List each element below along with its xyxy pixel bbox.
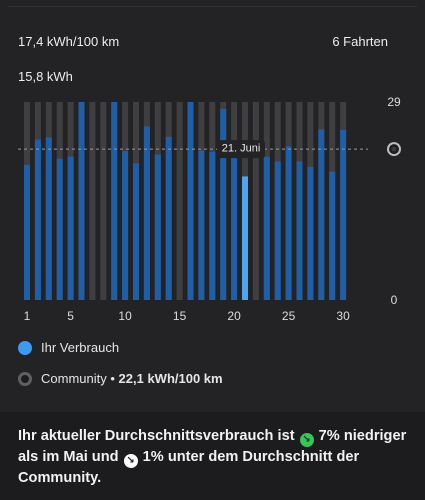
bar-day-19[interactable] [220, 108, 227, 301]
community-marker-center [391, 146, 397, 152]
x-tick-label-1: 1 [24, 309, 31, 323]
selected-value: 15,8 kWh [18, 69, 73, 84]
summary-pct1: 7% [318, 428, 340, 444]
arrow-down-right-green-icon: ↘ [299, 433, 314, 447]
bar-day-27[interactable] [307, 166, 314, 300]
average-consumption: 17,4 kWh/100 km [18, 34, 120, 49]
bar-day-9[interactable] [111, 102, 118, 300]
bar-day-30[interactable] [340, 129, 347, 300]
y-tick-label-29: 29 [387, 95, 401, 109]
bar-day-5[interactable] [67, 156, 74, 300]
bar-day-6[interactable] [78, 102, 85, 300]
x-tick-label-10: 10 [118, 309, 132, 323]
legend-community: Community • 22,1 kWh/100 km [18, 371, 223, 386]
bar-day-25[interactable] [285, 146, 292, 300]
bar-day-11[interactable] [133, 163, 139, 300]
bar-day-29[interactable] [329, 171, 336, 300]
bar-background-day-7[interactable] [89, 102, 96, 300]
legend-own-label: Ihr Verbrauch [41, 340, 120, 355]
bar-day-16[interactable] [187, 102, 194, 300]
summary-text: Ihr aktueller Durchschnittsverbrauch ist… [18, 426, 413, 489]
bar-day-13[interactable] [154, 154, 161, 300]
summary-part1: Ihr aktueller Durchschnittsverbrauch ist [18, 428, 299, 444]
bar-day-24[interactable] [274, 161, 281, 300]
bars-layer [24, 102, 347, 301]
own-consumption-dot-icon [18, 340, 32, 355]
bar-background-day-22[interactable] [252, 102, 259, 300]
top-divider [8, 6, 417, 7]
summary-part2: niedriger als im Mai und [18, 428, 407, 465]
bar-day-17[interactable] [198, 150, 205, 300]
legend-own: Ihr Verbrauch [18, 340, 119, 355]
tooltip-layer: 21. Juni [217, 140, 265, 159]
tooltip-background [217, 140, 265, 159]
bar-day-12[interactable] [143, 126, 150, 300]
legend-community-label: Community [41, 371, 107, 386]
bar-day-14[interactable] [165, 136, 172, 300]
tooltip-label: 21. Juni [222, 143, 261, 155]
x-tick-label-30: 30 [336, 309, 350, 323]
community-ring-icon [18, 371, 32, 386]
x-tick-label-15: 15 [173, 309, 187, 323]
x-tick-label-5: 5 [67, 309, 74, 323]
summary-pct2: 1% [142, 449, 164, 465]
y-tick-label-0: 0 [391, 293, 398, 307]
arrow-down-right-white-icon: ↘ [123, 454, 138, 468]
bar-day-18[interactable] [209, 151, 216, 300]
bar-day-28[interactable] [318, 129, 325, 300]
bar-day-20[interactable] [231, 157, 238, 300]
bar-day-10[interactable] [122, 151, 129, 300]
bar-background-day-15[interactable] [176, 102, 183, 300]
trip-count: 6 Fahrten [332, 34, 388, 49]
bar-day-23[interactable] [263, 156, 270, 300]
bar-day-26[interactable] [296, 161, 303, 300]
bar-day-2[interactable] [34, 139, 41, 300]
x-tick-label-25: 25 [282, 309, 296, 323]
bar-day-1[interactable] [24, 164, 30, 300]
bar-day-4[interactable] [56, 158, 63, 300]
x-tick-label-20: 20 [227, 309, 241, 323]
legend-separator: • [106, 371, 119, 386]
community-marker [387, 142, 401, 157]
bar-background-day-8[interactable] [100, 102, 107, 300]
summary-part3: unter dem Durchschnitt der Community. [18, 449, 360, 486]
legend-community-value: 22,1 kWh/100 km [118, 371, 223, 386]
bar-day-3[interactable] [45, 137, 52, 300]
bar-day-21[interactable] [242, 176, 248, 300]
consumption-card: 17,4 kWh/100 km 6 Fahrten 15,8 kWh 21. J… [0, 0, 425, 386]
